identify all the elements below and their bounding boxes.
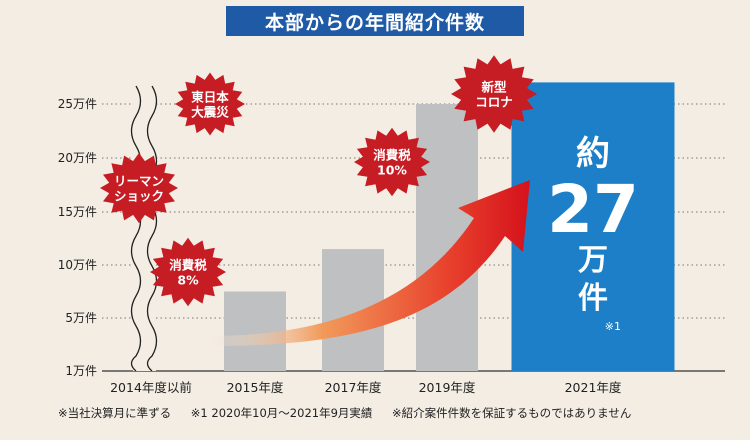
chart-title: 本部からの年間紹介件数 xyxy=(226,6,524,36)
x-tick-label: 2014年度以前 xyxy=(110,380,192,395)
highlight-unit-1: 万 xyxy=(578,243,608,278)
footnote-3: ※紹介案件件数を保証するものではありません xyxy=(392,406,632,420)
burst-label: 10% xyxy=(377,163,407,178)
burst-shape xyxy=(451,55,537,133)
burst-label: リーマン xyxy=(114,174,164,189)
x-tick-label: 2017年度 xyxy=(325,380,382,395)
burst-label: 東日本 xyxy=(191,90,229,105)
highlight-prefix: 約 xyxy=(576,134,610,174)
bar-2015年度 xyxy=(224,291,286,371)
bar-2021年度 xyxy=(511,82,675,372)
burst-label: 大震災 xyxy=(191,105,229,120)
footnotes: ※当社決算月に準ずる ※1 2020年10月〜2021年9月実績 ※紹介案件件数… xyxy=(58,405,748,421)
burst-label: コロナ xyxy=(475,95,513,110)
burst-label: ショック xyxy=(114,189,164,204)
x-tick-label: 2015年度 xyxy=(227,380,284,395)
axis-break-line xyxy=(146,85,158,372)
y-tick-label: 10万件 xyxy=(58,258,97,272)
x-tick-label: 2021年度 xyxy=(565,380,622,395)
y-tick-label: 5万件 xyxy=(65,311,97,325)
trend-arrow xyxy=(210,180,530,346)
burst-shape xyxy=(100,152,178,224)
footnote-2: ※1 2020年10月〜2021年9月実績 xyxy=(190,406,373,420)
burst-label: 消費税 xyxy=(169,258,207,273)
highlight-value: 27 xyxy=(547,171,639,248)
burst-label: 8% xyxy=(177,273,199,288)
burst-label: 消費税 xyxy=(373,148,411,163)
burst-shape xyxy=(354,127,430,197)
y-tick-label: 25万件 xyxy=(58,97,97,111)
burst-label: 新型 xyxy=(481,80,507,95)
y-tick-label: 1万件 xyxy=(65,364,97,378)
footnote-1: ※当社決算月に準ずる xyxy=(58,406,172,420)
axis-break-line xyxy=(130,85,142,372)
burst-shape xyxy=(150,237,226,307)
y-tick-label: 15万件 xyxy=(58,205,97,219)
highlight-unit-2: 件 xyxy=(578,281,608,316)
highlight-note: ※1 xyxy=(605,320,621,333)
burst-shape xyxy=(175,72,245,136)
y-tick-label: 20万件 xyxy=(58,151,97,165)
x-tick-label: 2019年度 xyxy=(419,380,476,395)
